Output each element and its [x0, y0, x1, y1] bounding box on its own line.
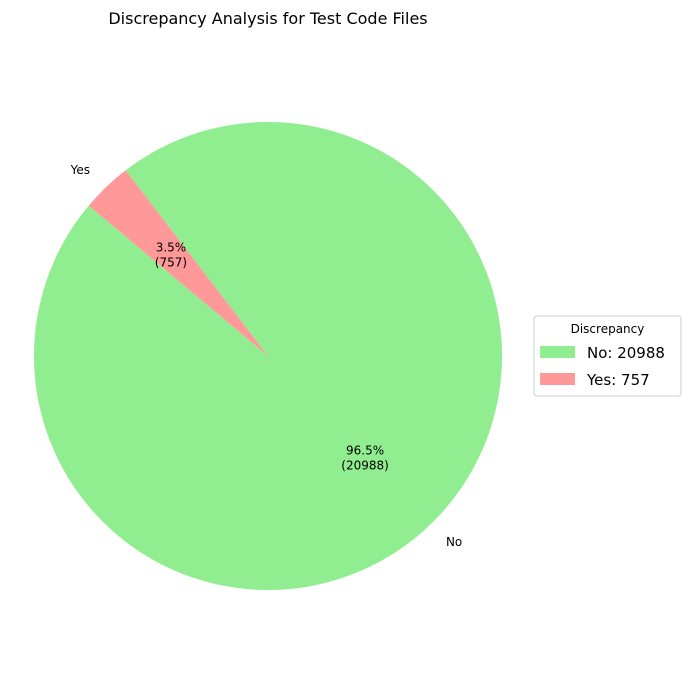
pie-slice-yes: [88, 170, 268, 356]
legend: Discrepancy No: 20988 Yes: 757: [533, 315, 682, 397]
legend-title: Discrepancy: [571, 322, 645, 336]
percent-value: 3.5%: [156, 241, 187, 255]
percent-value: 96.5%: [346, 443, 384, 457]
chart-title: Discrepancy Analysis for Test Code Files: [108, 9, 427, 28]
legend-swatch-yes: [540, 373, 575, 385]
count-value: (20988): [341, 458, 389, 472]
legend-swatch-no: [540, 346, 575, 358]
slice-label-yes: Yes: [70, 163, 90, 177]
legend-entry-no: No: 20988: [587, 344, 665, 362]
count-value: (757): [155, 256, 187, 270]
slice-percent-label-yes: 3.5% (757): [155, 241, 187, 270]
slice-label-no: No: [446, 535, 462, 549]
pie-slices: [34, 122, 503, 590]
pie-labels: No 96.5% (20988) Yes 3.5% (757): [70, 163, 463, 549]
slice-percent-label-no: 96.5% (20988): [341, 443, 389, 472]
legend-entry-yes: Yes: 757: [586, 371, 650, 389]
